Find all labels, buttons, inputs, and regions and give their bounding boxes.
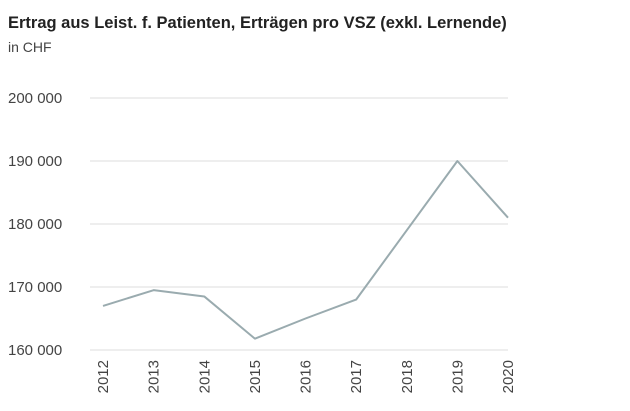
y-tick-label: 180 000 [8,216,62,233]
chart-subtitle: in CHF [8,39,52,55]
x-tick-label: 2017 [348,360,365,393]
y-tick-label: 160 000 [8,342,62,359]
x-tick-label: 2013 [146,360,163,393]
x-tick-label: 2012 [95,360,112,393]
y-tick-label: 170 000 [8,279,62,296]
x-tick-label: 2016 [298,360,315,393]
line [102,160,509,340]
chart-title: Ertrag aus Leist. f. Patienten, Erträgen… [8,14,507,32]
x-tick-label: 2019 [449,360,466,393]
x-tick-label: 2020 [500,360,517,393]
x-tick-label: 2014 [196,360,213,393]
x-tick-label: 2015 [247,360,264,393]
x-tick-label: 2018 [399,360,416,393]
y-tick-label: 190 000 [8,153,62,170]
y-tick-label: 200 000 [8,90,62,107]
